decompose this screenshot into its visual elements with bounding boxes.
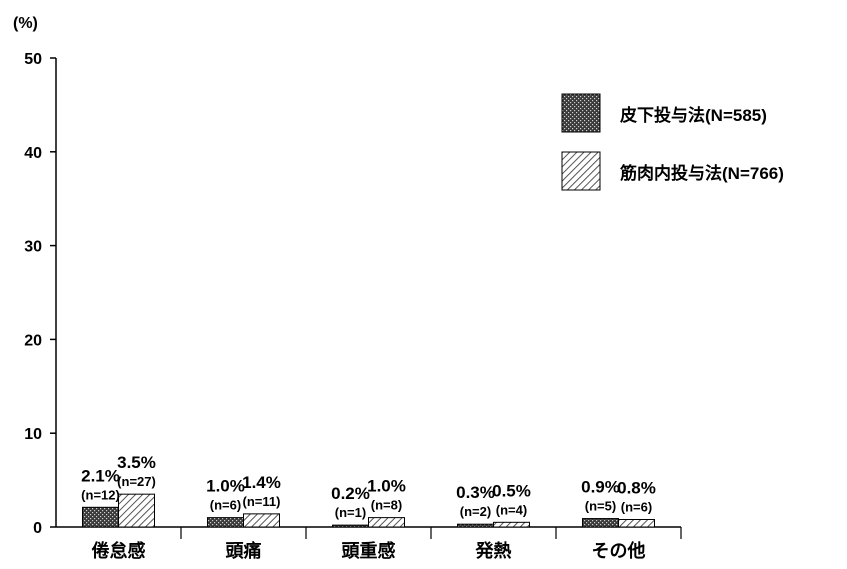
- x-category-label: 頭痛: [226, 540, 262, 561]
- bar-value-label: 1.0%: [206, 477, 245, 496]
- bar-subcutaneous: [582, 518, 619, 528]
- bar-value-label: 1.4%: [242, 473, 281, 492]
- bar-value-label: 1.0%: [367, 477, 406, 496]
- bar-subcutaneous: [207, 517, 244, 528]
- bar-value-label: 0.9%: [581, 478, 620, 497]
- bar-intramuscular: [368, 517, 405, 528]
- bar-n-label: (n=11): [243, 494, 281, 509]
- legend-swatch-subcutaneous: [561, 93, 601, 133]
- y-tick-label: 0: [33, 520, 42, 537]
- bar-value-label: 0.8%: [617, 478, 656, 497]
- legend-swatch-intramuscular: [561, 151, 601, 191]
- x-category-label: 発熱: [475, 540, 512, 561]
- y-tick-label: 20: [24, 332, 42, 349]
- bar-n-label: (n=1): [335, 505, 366, 520]
- x-category-label: その他: [592, 540, 646, 561]
- bar-value-label: 2.1%: [81, 466, 120, 485]
- y-tick-label: 40: [24, 145, 42, 162]
- legend-label-intramuscular: 筋肉内投与法(N=766): [619, 163, 784, 183]
- bar-n-label: (n=6): [210, 498, 241, 513]
- bar-value-label: 3.5%: [117, 453, 156, 472]
- y-tick-label: 50: [24, 51, 42, 68]
- x-category-label: 頭重感: [342, 540, 396, 561]
- bars: [82, 493, 655, 528]
- bar-n-label: (n=8): [371, 498, 402, 513]
- bar-intramuscular: [493, 521, 530, 528]
- bar-subcutaneous: [457, 523, 494, 528]
- legend: 皮下投与法(N=585) 筋肉内投与法(N=766): [561, 93, 784, 191]
- bar-n-label: (n=4): [496, 502, 527, 517]
- x-axis-labels: 倦怠感 頭痛 頭重感 発熱 その他: [92, 527, 682, 561]
- bar-n-label: (n=27): [117, 474, 156, 489]
- value-labels: 2.1%(n=12)3.5%(n=27) 1.0%(n=6)1.4%(n=11) 0…: [81, 453, 656, 520]
- bar-intramuscular: [243, 513, 280, 528]
- y-tick-label: 10: [24, 426, 42, 443]
- bar-subcutaneous: [82, 506, 119, 528]
- bar-n-label: (n=6): [621, 499, 652, 514]
- legend-label-subcutaneous: 皮下投与法(N=585): [620, 105, 767, 125]
- bar-value-label: 0.5%: [492, 481, 531, 500]
- bar-n-label: (n=12): [81, 487, 120, 502]
- y-tick-label: 30: [24, 239, 42, 256]
- x-category-label: 倦怠感: [92, 540, 146, 561]
- bar-n-label: (n=2): [460, 504, 491, 519]
- bar-subcutaneous: [332, 524, 369, 528]
- bar-intramuscular: [118, 493, 155, 528]
- bar-n-label: (n=5): [585, 499, 616, 514]
- y-axis-unit-label: (%): [13, 15, 38, 32]
- bar-value-label: 0.3%: [456, 483, 495, 502]
- bar-value-label: 0.2%: [331, 484, 370, 503]
- bar-intramuscular: [618, 518, 655, 528]
- y-axis-ticks: 0 10 20 30 40 50: [24, 51, 56, 537]
